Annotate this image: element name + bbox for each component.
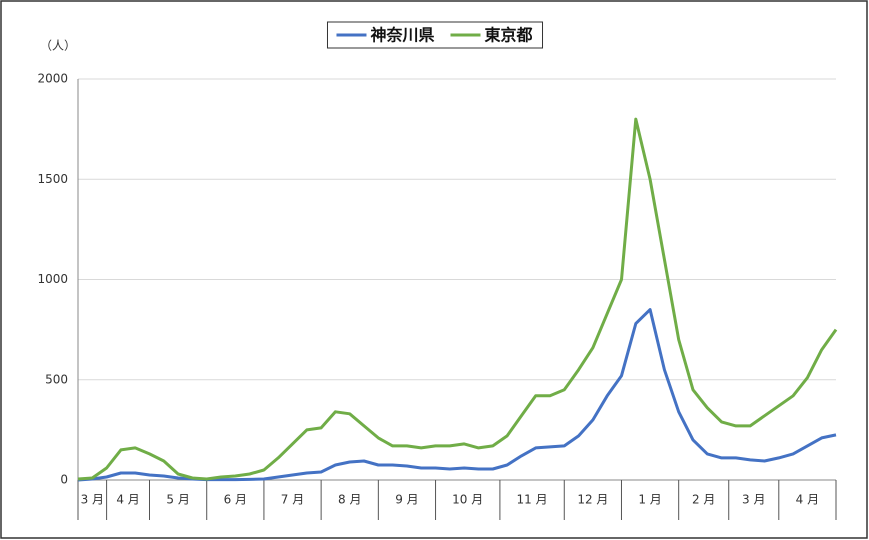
legend-label: 神奈川県 — [370, 26, 434, 45]
x-tick-label: 5 月 — [166, 493, 189, 507]
y-tick-label: 0 — [60, 473, 68, 487]
y-tick-label: 1500 — [37, 172, 68, 186]
x-tick-label: 11 月 — [517, 493, 548, 507]
y-tick-label: 1000 — [37, 272, 68, 286]
x-tick-label: 6 月 — [224, 493, 247, 507]
x-tick-label: 9 月 — [395, 493, 418, 507]
x-tick-label: 3 月 — [742, 493, 765, 507]
legend: 神奈川県 東京都 — [326, 21, 544, 49]
x-tick-label: 3 月 — [81, 493, 104, 507]
x-tick-label: 4 月 — [116, 493, 139, 507]
x-tick-label: 1 月 — [638, 493, 661, 507]
x-tick-label: 12 月 — [577, 493, 608, 507]
y-tick-label: 500 — [45, 372, 68, 386]
x-tick-label: 2 月 — [692, 493, 715, 507]
x-tick-label: 7 月 — [281, 493, 304, 507]
line-series — [77, 117, 838, 481]
y-tick-label: 2000 — [37, 72, 68, 86]
x-tick-label: 4 月 — [796, 493, 819, 507]
x-tick-label: 10 月 — [452, 493, 483, 507]
legend-label: 東京都 — [485, 26, 533, 45]
y-axis-label: （人） — [40, 39, 76, 53]
x-tick-label: 8 月 — [338, 493, 361, 507]
